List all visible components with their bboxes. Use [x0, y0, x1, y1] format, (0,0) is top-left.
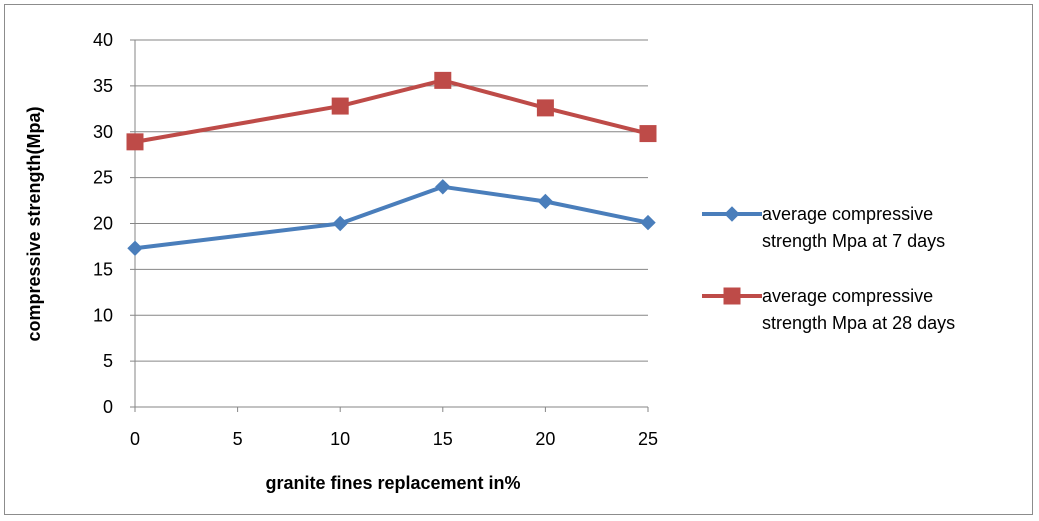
legend-label: strength Mpa at 7 days: [762, 231, 945, 251]
data-point: [536, 99, 554, 117]
x-tick-label: 5: [233, 429, 243, 449]
y-tick-label: 40: [93, 30, 113, 50]
legend-marker: [723, 287, 741, 305]
y-tick-label: 25: [93, 168, 113, 188]
legend: average compressive strength Mpa at 7 day…: [702, 204, 955, 333]
data-point: [127, 240, 143, 256]
data-point: [331, 97, 349, 115]
x-tick-label: 20: [535, 429, 555, 449]
x-axis-title: granite fines replacement in%: [265, 473, 520, 493]
series-line: [134, 184, 649, 251]
y-tick-label: 5: [103, 351, 113, 371]
data-point: [126, 133, 144, 151]
y-tick-label: 0: [103, 397, 113, 417]
legend-item: average compressive strength Mpa at 7 day…: [702, 204, 945, 251]
data-point: [639, 125, 657, 143]
x-tick-labels: 0 5 10 15 20 25: [130, 429, 658, 449]
legend-label: strength Mpa at 28 days: [762, 313, 955, 333]
gridlines: [135, 39, 648, 362]
series-line: [134, 78, 649, 144]
data-point: [332, 215, 348, 232]
y-tick-label: 20: [93, 214, 113, 234]
x-tick-label: 10: [330, 429, 350, 449]
legend-label: average compressive: [762, 204, 933, 224]
series-7-days: [127, 179, 656, 256]
legend-marker: [724, 206, 740, 222]
data-point: [435, 179, 451, 195]
line-chart: 0 5 10 15 20 25 30 35 40 0 5 10 15 20 25 granite fine…: [24, 30, 955, 493]
axes: [130, 39, 649, 412]
data-point: [537, 193, 554, 210]
y-tick-label: 10: [93, 305, 113, 325]
chart-frame: 0 5 10 15 20 25 30 35 40 0 5 10 15 20 25 granite fine…: [4, 4, 1033, 515]
y-tick-label: 15: [93, 259, 113, 279]
x-tick-label: 25: [638, 429, 658, 449]
y-tick-label: 30: [93, 122, 113, 142]
x-tick-label: 15: [433, 429, 453, 449]
y-tick-labels: 0 5 10 15 20 25 30 35 40: [93, 30, 113, 417]
legend-item: average compressive strength Mpa at 28 da…: [702, 286, 955, 333]
x-tick-label: 0: [130, 429, 140, 449]
data-point: [640, 214, 656, 231]
data-point: [434, 71, 452, 89]
y-tick-label: 35: [93, 76, 113, 96]
series-group: [126, 71, 657, 256]
series-28-days: [126, 71, 657, 151]
y-axis-title: compressive strength(Mpa): [24, 106, 44, 341]
legend-label: average compressive: [762, 286, 933, 306]
